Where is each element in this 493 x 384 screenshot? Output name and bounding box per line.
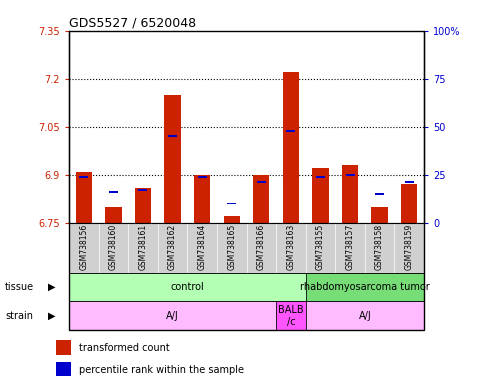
Bar — [257, 182, 266, 184]
Text: GSM738161: GSM738161 — [139, 224, 147, 270]
Text: GDS5527 / 6520048: GDS5527 / 6520048 — [69, 17, 196, 30]
Text: strain: strain — [5, 311, 33, 321]
Bar — [194, 175, 211, 223]
Bar — [56, 340, 71, 355]
Bar — [283, 72, 299, 223]
Bar — [227, 203, 236, 205]
Bar — [69, 301, 276, 330]
Bar — [69, 273, 306, 301]
Bar — [135, 187, 151, 223]
Text: control: control — [171, 282, 204, 292]
Bar — [316, 176, 325, 178]
Text: transformed count: transformed count — [78, 343, 169, 353]
Text: GSM738158: GSM738158 — [375, 224, 384, 270]
Bar — [56, 362, 71, 376]
Bar — [375, 193, 384, 195]
Bar — [139, 189, 147, 191]
Bar — [109, 191, 118, 193]
Bar — [198, 176, 207, 178]
Text: GSM738163: GSM738163 — [286, 224, 295, 270]
Bar — [168, 136, 177, 137]
Text: A/J: A/J — [166, 311, 179, 321]
Bar — [346, 174, 354, 176]
Bar — [79, 176, 88, 178]
Text: rhabdomyosarcoma tumor: rhabdomyosarcoma tumor — [300, 282, 430, 292]
Bar — [224, 216, 240, 223]
Bar — [286, 130, 295, 132]
Bar — [405, 182, 414, 184]
Text: GSM738156: GSM738156 — [79, 224, 88, 270]
Text: BALB
/c: BALB /c — [278, 305, 304, 327]
Text: percentile rank within the sample: percentile rank within the sample — [78, 365, 244, 375]
Bar — [253, 175, 269, 223]
Text: GSM738162: GSM738162 — [168, 224, 177, 270]
Text: GSM738155: GSM738155 — [316, 224, 325, 270]
Text: GSM738160: GSM738160 — [109, 224, 118, 270]
Text: GSM738165: GSM738165 — [227, 224, 236, 270]
Bar — [76, 172, 92, 223]
Bar — [313, 168, 329, 223]
Bar — [306, 301, 424, 330]
Bar — [342, 165, 358, 223]
Bar — [276, 301, 306, 330]
Text: ▶: ▶ — [48, 282, 56, 292]
Bar — [306, 273, 424, 301]
Bar — [401, 184, 417, 223]
Text: GSM738164: GSM738164 — [198, 224, 207, 270]
Bar — [372, 207, 387, 223]
Text: A/J: A/J — [358, 311, 371, 321]
Bar — [165, 95, 181, 223]
Bar — [106, 207, 122, 223]
Text: GSM738166: GSM738166 — [257, 224, 266, 270]
Text: ▶: ▶ — [48, 311, 56, 321]
Text: GSM738157: GSM738157 — [346, 224, 354, 270]
Text: GSM738159: GSM738159 — [405, 224, 414, 270]
Text: tissue: tissue — [5, 282, 34, 292]
